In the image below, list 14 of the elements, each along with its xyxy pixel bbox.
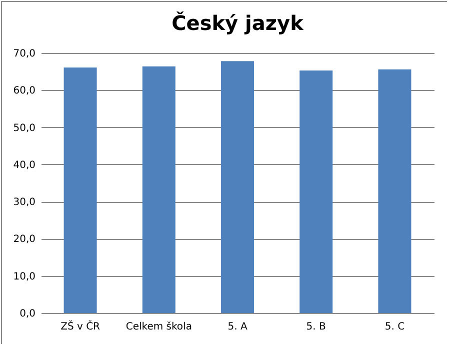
y-tick-label: 30,0 [13, 197, 36, 208]
x-tick-label: Celkem škola [126, 322, 192, 332]
chart-title: Český jazyk [172, 11, 304, 35]
x-tick-label: 5. B [306, 322, 326, 332]
x-tick-label: 5. C [384, 322, 405, 332]
y-tick-label: 20,0 [13, 234, 36, 246]
y-tick-label: 40,0 [13, 160, 36, 171]
y-tick-label: 50,0 [13, 122, 36, 134]
y-tick-label: 0,0 [20, 308, 36, 320]
y-tick-label: 70,0 [13, 48, 36, 60]
y-tick-label: 10,0 [13, 271, 36, 282]
x-tick-label: 5. A [228, 322, 248, 332]
y-tick-label: 60,0 [13, 86, 36, 97]
x-tick-label: ZŠ v ČR [60, 320, 100, 332]
